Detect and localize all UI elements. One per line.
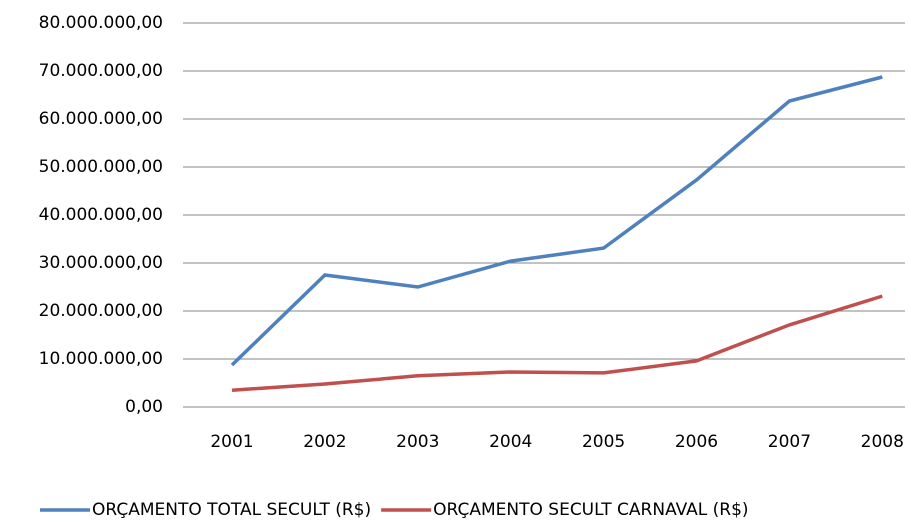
y-tick-label: 30.000.000,00: [39, 253, 163, 273]
x-tick-label: 2007: [768, 432, 811, 452]
y-tick-label: 50.000.000,00: [39, 157, 163, 177]
x-tick-label: 2002: [303, 432, 346, 452]
y-tick-label: 40.000.000,00: [39, 205, 163, 225]
y-tick-label: 70.000.000,00: [39, 61, 163, 81]
y-tick-label: 10.000.000,00: [39, 349, 163, 369]
y-tick-label: 60.000.000,00: [39, 109, 163, 129]
line-series: [231, 294, 883, 392]
y-tick-label: 0,00: [125, 397, 163, 417]
x-tick-label: 2004: [489, 432, 532, 452]
legend-label: ORÇAMENTO SECULT CARNAVAL (R$): [433, 500, 748, 520]
legend-label: ORÇAMENTO TOTAL SECULT (R$): [92, 500, 371, 520]
x-tick-label: 2006: [675, 432, 718, 452]
x-tick-label: 2003: [396, 432, 439, 452]
x-tick-label: 2005: [582, 432, 625, 452]
y-tick-label: 80.000.000,00: [39, 13, 163, 33]
x-tick-label: 2008: [861, 432, 904, 452]
x-tick-label: 2001: [210, 432, 253, 452]
y-tick-label: 20.000.000,00: [39, 301, 163, 321]
line-series: [230, 75, 883, 367]
